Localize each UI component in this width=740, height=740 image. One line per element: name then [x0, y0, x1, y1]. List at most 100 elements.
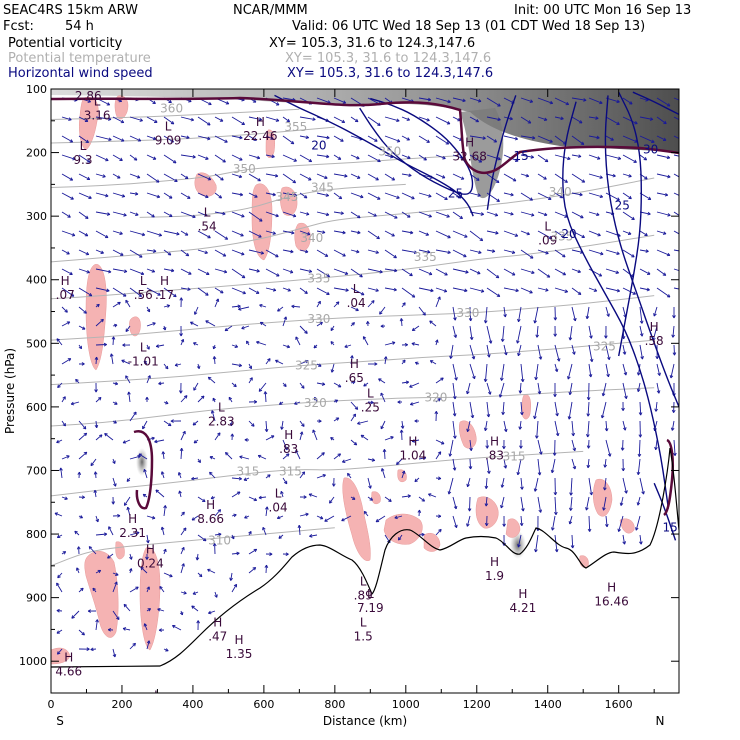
pv-extremum: H32.68	[452, 136, 486, 164]
wind-vector	[61, 249, 70, 255]
wind-vector	[350, 287, 365, 296]
wind-vector	[180, 173, 189, 180]
wind-vector	[400, 420, 405, 429]
pv-extremum-type: H	[235, 633, 244, 647]
wind-vector	[180, 511, 185, 517]
wind-vector	[129, 642, 136, 650]
wind-vector	[654, 401, 658, 412]
wind-vector	[78, 495, 85, 500]
wind-vector	[143, 468, 148, 479]
wind-vector	[401, 249, 418, 255]
wind-vector	[367, 287, 379, 292]
wind-vector	[588, 192, 604, 199]
wind-speed-contour-15	[653, 482, 677, 541]
wind-speed-label: 20	[561, 227, 576, 241]
wind-vector	[571, 230, 585, 239]
wind-vector	[231, 287, 246, 295]
wind-vector	[656, 116, 667, 125]
wind-vector	[435, 451, 442, 460]
wind-vector	[76, 546, 81, 555]
wind-vector	[71, 610, 80, 619]
wind-vector	[95, 619, 99, 631]
wind-vector	[401, 154, 411, 160]
wind-vector	[414, 419, 419, 423]
pv-extremum: L3.16	[84, 94, 111, 122]
pv-extremum: L.09	[538, 220, 557, 248]
wind-vector	[313, 344, 318, 349]
wind-vector	[418, 532, 425, 537]
wind-vector	[486, 230, 499, 235]
wind-vector	[299, 116, 316, 121]
pv-extremum: L.04	[269, 487, 288, 515]
wind-vector	[568, 515, 573, 525]
pv-extremum-value: .65	[345, 371, 364, 385]
wind-vector	[435, 476, 442, 481]
wind-vector	[265, 506, 269, 517]
wind-vector	[163, 116, 175, 125]
wind-vector	[180, 527, 187, 536]
wind-vector	[309, 534, 318, 538]
pv-extremum: H.65	[345, 357, 364, 385]
wind-vector	[469, 97, 482, 103]
wind-vector	[299, 512, 309, 517]
pv-extremum-type: H	[256, 115, 265, 129]
wind-vector	[95, 135, 112, 142]
theta-label: 320	[425, 390, 448, 404]
wind-vector	[380, 468, 386, 479]
wind-vector	[125, 325, 131, 333]
wind-vector	[244, 438, 250, 442]
wind-vector	[466, 477, 471, 488]
wind-vector	[520, 173, 530, 178]
wind-vector	[212, 356, 217, 365]
forecast-label: Fcst:	[3, 19, 34, 34]
pv-extremum-type: H	[213, 616, 222, 630]
wind-vector	[95, 230, 109, 239]
theta-label: 335	[307, 271, 330, 285]
wind-vector	[154, 439, 165, 444]
pv-extremum-value: 2.31	[119, 526, 146, 540]
wind-vector	[452, 458, 457, 471]
pv-thick-contours	[51, 96, 679, 516]
pv-extremum-type: H	[607, 581, 616, 595]
wind-vector	[231, 363, 242, 368]
wind-vector	[178, 490, 182, 498]
wind-vector	[282, 453, 290, 460]
wind-vector	[146, 515, 156, 520]
wind-vector	[418, 192, 432, 198]
wind-vector	[518, 382, 523, 394]
wind-vector	[586, 439, 591, 449]
wind-vector	[112, 192, 126, 198]
wind-vector	[537, 230, 553, 240]
wind-vector	[537, 268, 551, 278]
wind-vector	[248, 192, 258, 198]
wind-vector	[435, 439, 445, 445]
wind-vector	[622, 420, 627, 431]
wind-vector	[56, 648, 63, 655]
wind-vector	[411, 325, 420, 332]
wind-vector	[180, 154, 196, 159]
wind-vector	[554, 192, 564, 199]
wind-vector	[571, 135, 585, 145]
wind-vector	[214, 154, 226, 163]
wind-vector	[212, 397, 216, 403]
wind-vector	[146, 306, 151, 313]
pv-extremum-value: 8.66	[197, 512, 224, 526]
pv-extremum-type: H	[64, 651, 73, 665]
wind-vector	[180, 249, 190, 257]
wind-vector	[180, 591, 187, 595]
wind-vector	[384, 341, 396, 346]
pv-extremum: L1.5	[354, 616, 373, 644]
wind-vector	[605, 249, 620, 256]
wind-vector	[333, 135, 344, 142]
wind-vector	[231, 192, 244, 197]
wind-vector	[588, 287, 598, 292]
wind-vector	[554, 534, 559, 553]
wind-vector	[95, 154, 109, 162]
wind-vector	[231, 249, 245, 256]
pv-extremum: L.25	[361, 387, 380, 415]
pv-extremum: H.17	[155, 274, 174, 302]
pv-extremum: H.07	[56, 274, 75, 302]
wind-vector	[197, 572, 203, 578]
wind-vector	[428, 493, 437, 498]
wind-vector	[107, 553, 114, 559]
